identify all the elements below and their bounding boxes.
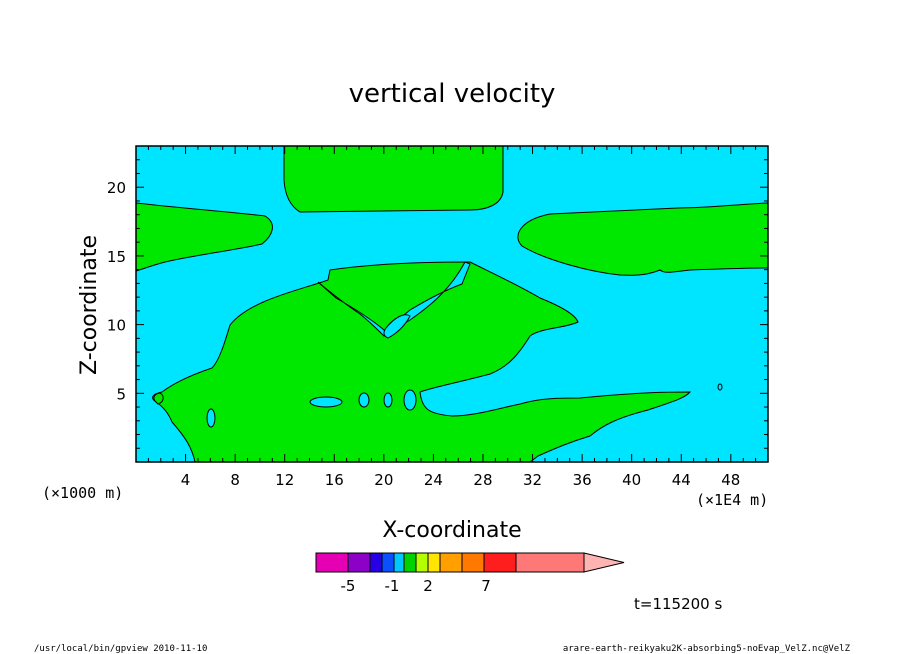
- negative-hole: [358, 392, 370, 408]
- x-tick-label: 8: [230, 471, 240, 489]
- positive-region-left: [136, 202, 273, 272]
- negative-hole: [717, 383, 723, 391]
- x-tick-label: 36: [573, 471, 592, 489]
- x-scale-label: (×1E4 m): [696, 491, 768, 509]
- x-tick-label: 48: [721, 471, 740, 489]
- x-tick-label: 32: [523, 471, 542, 489]
- colorbar-label: 2: [423, 577, 433, 595]
- contour-fills: [136, 146, 768, 462]
- colorbar-labels: -5 -1 2 7: [341, 577, 491, 595]
- colorbar-cell: [483, 552, 517, 573]
- x-tick-label: 24: [424, 471, 443, 489]
- negative-hole: [403, 389, 417, 411]
- positive-region-right: [517, 202, 768, 276]
- x-tick-label: 4: [181, 471, 191, 489]
- colorbar-cell: [315, 552, 349, 573]
- x-tick-label: 40: [622, 471, 641, 489]
- colorbar-cell: [415, 552, 429, 573]
- positive-region-lower: [152, 261, 692, 462]
- colorbar: [315, 552, 625, 573]
- positive-region-upper-center: [283, 146, 504, 213]
- colorbar-cell: [347, 552, 371, 573]
- colorbar-label: -1: [385, 577, 400, 595]
- positive-region-edge-left: [153, 392, 164, 405]
- colorbar-cell: [403, 552, 417, 573]
- y-tick-label: 5: [116, 385, 126, 403]
- x-tick-label: 44: [672, 471, 691, 489]
- plot-frame: [135, 145, 769, 463]
- colorbar-cell: [393, 552, 405, 573]
- y-axis: 5 10 15 20: [107, 159, 768, 449]
- footer-left: /usr/local/bin/gpview 2010-11-10: [34, 644, 207, 654]
- y-scale-label: (×1000 m): [42, 484, 123, 502]
- chart-title: vertical velocity: [349, 79, 556, 109]
- footer-right: arare-earth-reikyaku2K-absorbing5-noEvap…: [563, 644, 851, 654]
- colorbar-cell: [369, 552, 383, 573]
- x-tick-label: 28: [473, 471, 492, 489]
- colorbar-label: 7: [481, 577, 491, 595]
- colorbar-cell: [381, 552, 395, 573]
- time-label: t=115200 s: [634, 595, 722, 613]
- negative-hole: [383, 392, 393, 408]
- colorbar-cell: [461, 552, 485, 573]
- negative-hole: [206, 408, 216, 428]
- contour-holes: [206, 261, 723, 428]
- x-axis-label: X-coordinate: [382, 518, 521, 543]
- colorbar-arrow: [583, 552, 625, 573]
- colorbar-cell: [427, 552, 441, 573]
- x-tick-label: 16: [325, 471, 344, 489]
- x-axis: 4 8 12 16 20 24 28 32 36 40 44 48: [147, 146, 757, 489]
- x-tick-label: 12: [275, 471, 294, 489]
- colorbar-label: -5: [341, 577, 356, 595]
- colorbar-cell: [515, 552, 585, 573]
- y-tick-label: 15: [107, 248, 126, 266]
- y-tick-label: 10: [107, 317, 126, 335]
- x-tick-label: 20: [374, 471, 393, 489]
- y-tick-label: 20: [107, 179, 126, 197]
- negative-hole-center: [383, 314, 411, 339]
- colorbar-cell: [439, 552, 463, 573]
- negative-hole: [309, 396, 343, 408]
- y-axis-label: Z-coordinate: [77, 235, 102, 375]
